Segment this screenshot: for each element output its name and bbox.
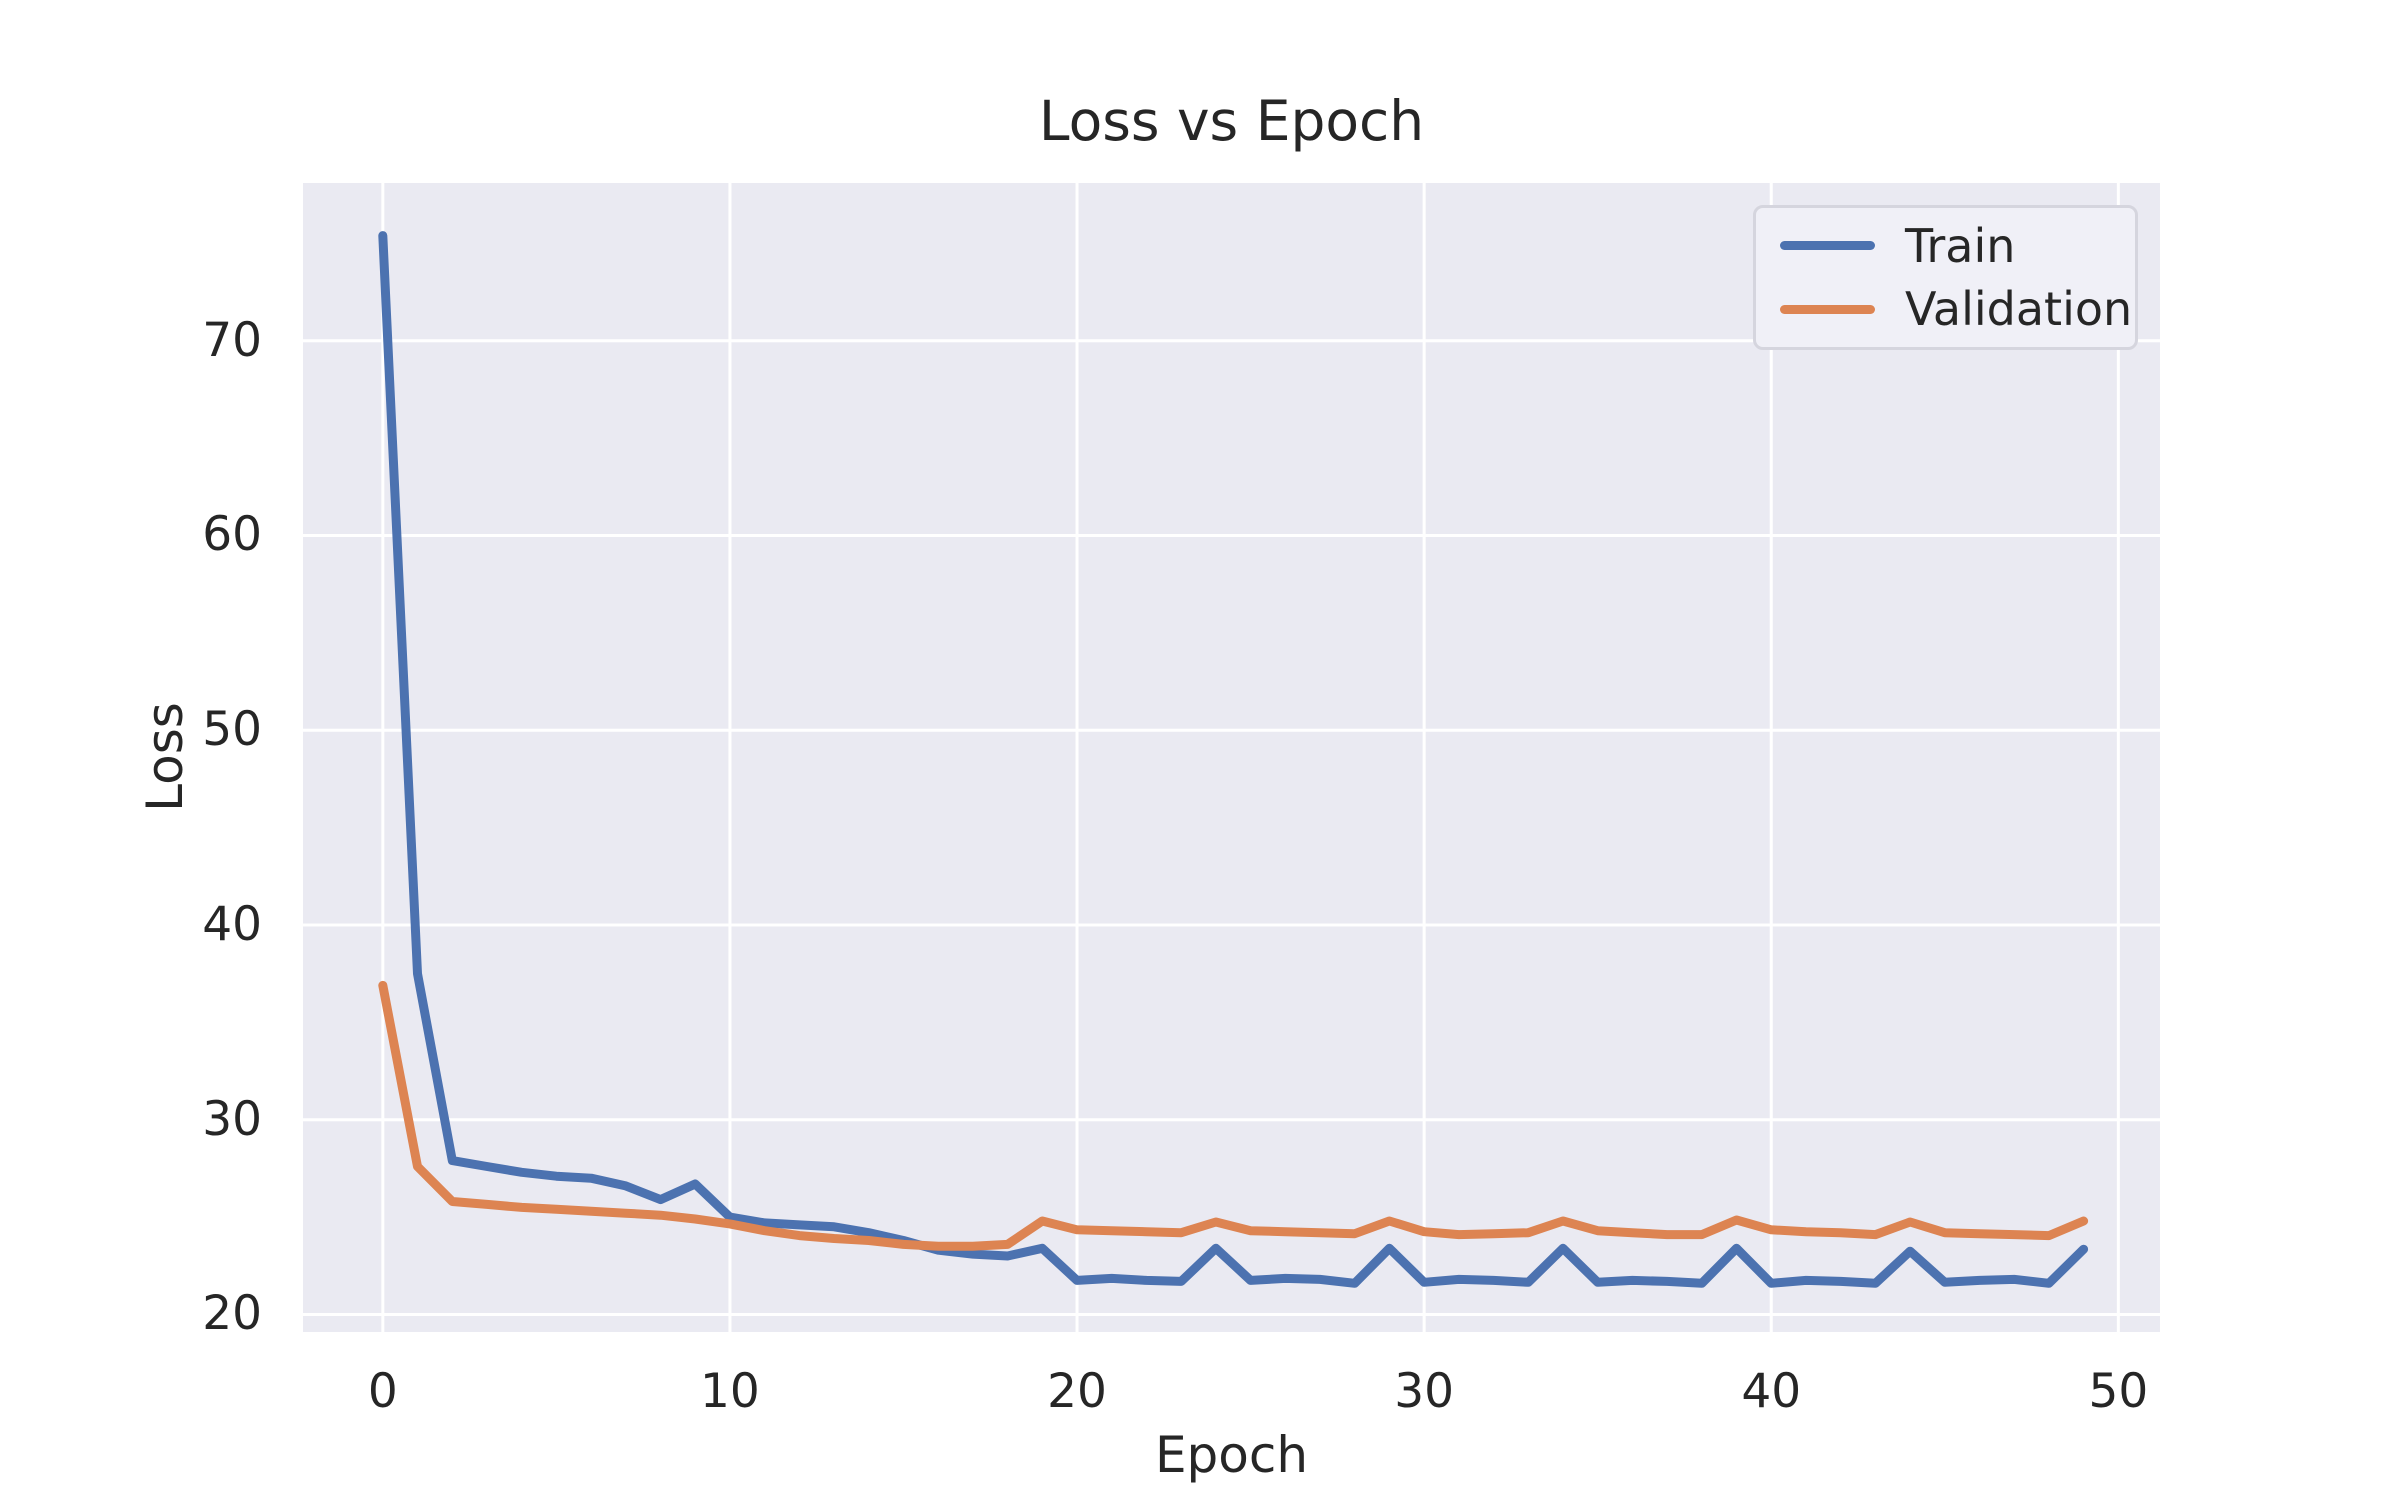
legend-item-train: Train bbox=[1780, 220, 2135, 272]
x-tick-label: 40 bbox=[1741, 1364, 1802, 1419]
y-tick-label: 60 bbox=[202, 507, 262, 563]
legend: Train Validation bbox=[1753, 205, 2138, 350]
plot-panel bbox=[303, 183, 2160, 1332]
x-tick-label: 30 bbox=[1394, 1364, 1455, 1419]
legend-label-train: Train bbox=[1905, 218, 2016, 273]
series-line-train bbox=[378, 231, 2089, 1288]
train-line-swatch bbox=[1780, 241, 1875, 251]
x-tick-label: 10 bbox=[700, 1364, 760, 1419]
y-tick-label: 30 bbox=[202, 1091, 262, 1147]
y-tick-label: 20 bbox=[202, 1286, 262, 1342]
legend-label-validation: Validation bbox=[1905, 282, 2133, 337]
y-tick-label: 40 bbox=[202, 896, 262, 952]
chart-title: Loss vs Epoch bbox=[1038, 89, 1425, 153]
legend-item-validation: Validation bbox=[1780, 283, 2135, 335]
y-tick-label: 50 bbox=[202, 702, 262, 758]
y-tick-label: 70 bbox=[202, 312, 262, 368]
series-line-validation bbox=[378, 980, 2089, 1251]
validation-line-swatch bbox=[1780, 304, 1875, 314]
x-tick-label: 0 bbox=[367, 1364, 398, 1419]
x-axis-label: Epoch bbox=[1154, 1426, 1309, 1484]
x-tick-label: 20 bbox=[1047, 1364, 1107, 1419]
x-tick-label: 50 bbox=[2088, 1364, 2149, 1419]
